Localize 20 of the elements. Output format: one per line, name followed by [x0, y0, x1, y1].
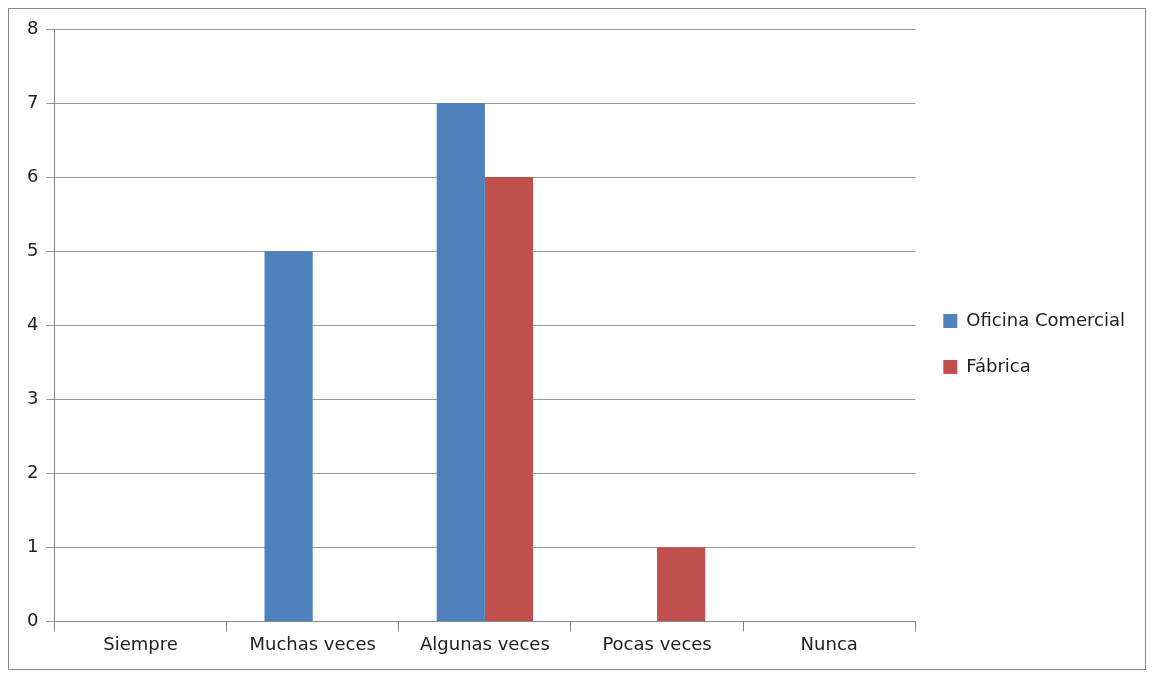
y-tick-label: 8	[27, 16, 39, 38]
y-tick-label: 1	[27, 535, 39, 557]
y-tick-label: 3	[27, 386, 39, 408]
x-tick-label: Muchas veces	[249, 632, 376, 654]
y-tick-label: 0	[27, 609, 39, 631]
legend-label: Oficina Comercial	[966, 308, 1125, 330]
bar	[657, 547, 706, 621]
y-tick-label: 4	[27, 312, 39, 334]
y-tick-label: 2	[27, 460, 39, 482]
x-tick-label: Pocas veces	[602, 632, 712, 654]
y-tick-label: 7	[27, 90, 39, 112]
bar	[484, 177, 534, 621]
x-tick-label: Algunas veces	[420, 632, 550, 654]
x-tick-label: Nunca	[800, 632, 858, 654]
y-tick-label: 5	[27, 238, 39, 260]
bar	[264, 251, 313, 621]
y-tick-label: 6	[27, 164, 39, 186]
bar	[436, 103, 485, 621]
x-tick-label: Siempre	[103, 632, 178, 654]
legend-label: Fábrica	[966, 354, 1031, 376]
